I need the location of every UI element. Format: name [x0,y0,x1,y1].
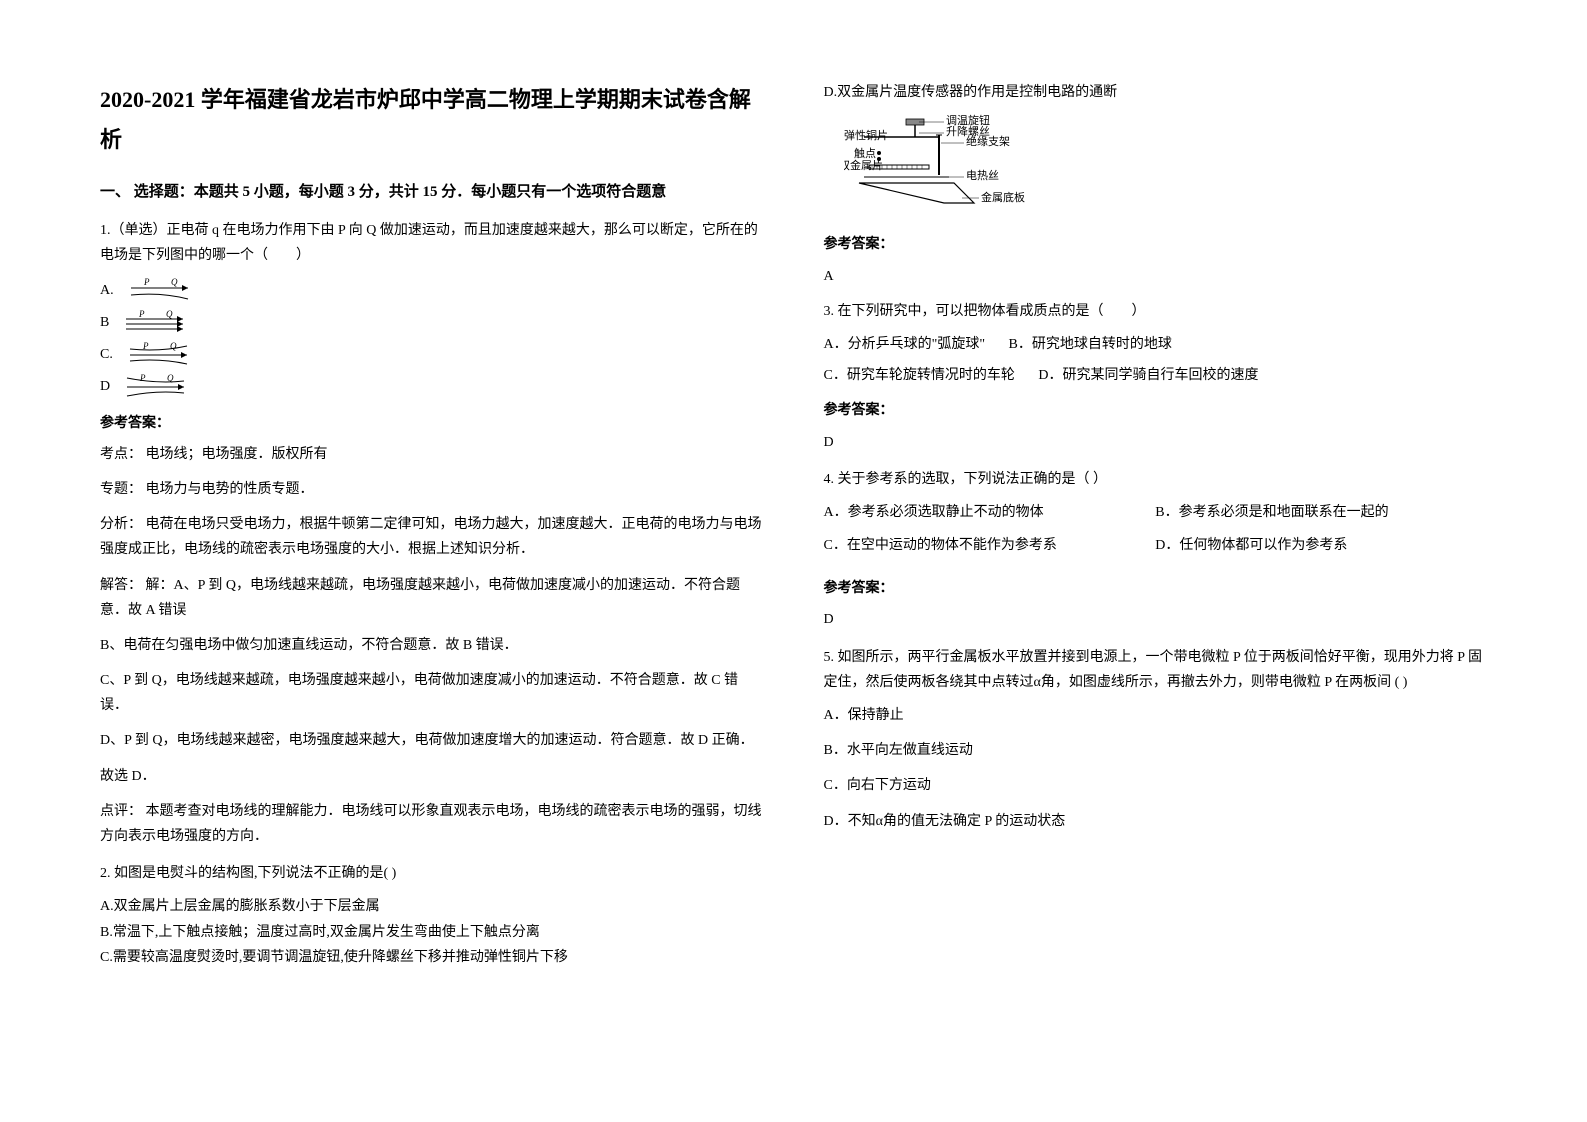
left-column: 2020-2021 学年福建省龙岩市炉邱中学高二物理上学期期末试卷含解析 一、 … [100,80,764,982]
q3-options-row2: C．研究车轮旋转情况时的车轮 D．研究某同学骑自行车回校的速度 [824,363,1488,388]
q2-answer: A [824,264,1488,289]
iron-diagram: 弹性铜片 调温旋钮 升降螺丝 绝缘支架 触点 双金属片 电热丝 金属底板 [844,113,1488,222]
q3-optC: C．研究车轮旋转情况时的车轮 [824,368,1015,383]
svg-text:Q: Q [171,277,178,287]
q1-text: 1.（单选）正电荷 q 在电场力作用下由 P 向 Q 做加速运动，而且加速度越来… [100,218,764,268]
q4-optB: B．参考系必须是和地面联系在一起的 [1155,500,1487,525]
q1-solve-label: 解答： [100,578,142,593]
q2-answer-label: 参考答案： [824,232,1488,257]
q5-optC: C．向右下方运动 [824,773,1488,798]
q5-optB: B．水平向左做直线运动 [824,738,1488,763]
q1-optC-label: C. [100,342,113,367]
field-diagram-d: P Q [122,373,192,401]
q1-special-text: 电场力与电势的性质专题． [146,482,314,497]
q4-optD: D．任何物体都可以作为参考系 [1155,533,1487,558]
q1-conclusion: 故选 D． [100,764,764,789]
q1-optD-label: D [100,374,110,399]
q1-topic: 考点： 电场线；电场强度．版权所有 [100,442,764,467]
q2-optD: D.双金属片温度传感器的作用是控制电路的通断 [824,80,1488,105]
q3-text: 3. 在下列研究中，可以把物体看成质点的是（ ） [824,299,1488,324]
q3-optA: A．分析乒乓球的"弧旋球" [824,337,986,352]
label-base: 金属底板 [981,190,1025,204]
question-4: 4. 关于参考系的选取，下列说法正确的是（ ） A．参考系必须选取静止不动的物体… [824,467,1488,633]
q1-option-a: A. P Q [100,277,764,305]
q1-solve: 解答： 解：A、P 到 Q，电场线越来越疏，电场强度越来越小，电荷做加速度减小的… [100,573,764,623]
q1-analysis-label: 分析： [100,517,142,532]
question-1: 1.（单选）正电荷 q 在电场力作用下由 P 向 Q 做加速运动，而且加速度越来… [100,218,764,849]
q2-text: 2. 如图是电熨斗的结构图,下列说法不正确的是( ) [100,861,764,886]
label-heater: 电热丝 [966,169,999,182]
label-knob: 调温旋钮 [946,113,990,127]
document-title: 2020-2021 学年福建省龙岩市炉邱中学高二物理上学期期末试卷含解析 [100,80,764,159]
q1-comment-label: 点评： [100,804,142,819]
q1-answer-label: 参考答案： [100,411,764,436]
question-2: 2. 如图是电熨斗的结构图,下列说法不正确的是( ) A.双金属片上层金属的膨胀… [100,861,764,970]
page-container: 2020-2021 学年福建省龙岩市炉邱中学高二物理上学期期末试卷含解析 一、 … [100,80,1487,982]
q3-options-row1: A．分析乒乓球的"弧旋球" B．研究地球自转时的地球 [824,332,1488,357]
q3-optB: B．研究地球自转时的地球 [1009,337,1172,352]
field-diagram-b: P Q [121,309,191,337]
q2-optB: B.常温下,上下触点接触；温度过高时,双金属片发生弯曲使上下触点分离 [100,920,764,945]
q1-solve-d: D、P 到 Q，电场线越来越密，电场强度越来越大，电荷做加速度增大的加速运动．符… [100,728,764,753]
q4-answer: D [824,607,1488,632]
q3-answer: D [824,430,1488,455]
label-bimetal: 双金属片 [844,158,883,172]
q1-topic-text: 电场线；电场强度．版权所有 [146,447,328,462]
label-contact: 触点 [854,146,876,160]
q2-optA: A.双金属片上层金属的膨胀系数小于下层金属 [100,894,764,919]
q5-text: 5. 如图所示，两平行金属板水平放置并接到电源上，一个带电微粒 P 位于两板间恰… [824,645,1488,695]
q4-optC: C．在空中运动的物体不能作为参考系 [824,533,1156,558]
q4-text: 4. 关于参考系的选取，下列说法正确的是（ ） [824,467,1488,492]
label-spring: 弹性铜片 [844,128,888,142]
q1-special-label: 专题： [100,482,142,497]
q1-solve-c: C、P 到 Q，电场线越来越疏，电场强度越来越小，电荷做加速度减小的加速运动．不… [100,668,764,718]
q2-optC: C.需要较高温度熨烫时,要调节调温旋钮,使升降螺丝下移并推动弹性铜片下移 [100,945,764,970]
q1-solve-text: 解：A、P 到 Q，电场线越来越疏，电场强度越来越小，电荷做加速度减小的加速运动… [100,578,740,618]
q3-answer-label: 参考答案： [824,398,1488,423]
question-3: 3. 在下列研究中，可以把物体看成质点的是（ ） A．分析乒乓球的"弧旋球" B… [824,299,1488,455]
q1-solve-b: B、电荷在匀强电场中做匀加速直线运动，不符合题意．故 B 错误． [100,633,764,658]
q3-optD: D．研究某同学骑自行车回校的速度 [1038,368,1258,383]
q4-optA: A．参考系必须选取静止不动的物体 [824,500,1156,525]
question-5: 5. 如图所示，两平行金属板水平放置并接到电源上，一个带电微粒 P 位于两板间恰… [824,645,1488,834]
q1-optA-label: A. [100,278,114,303]
q5-optD: D．不知α角的值无法确定 P 的运动状态 [824,809,1488,834]
q1-topic-label: 考点： [100,447,142,462]
svg-text:P: P [138,309,145,319]
q5-optA: A．保持静止 [824,703,1488,728]
field-diagram-c: P Q [125,341,195,369]
q1-option-c: C. P Q [100,341,764,369]
svg-text:Q: Q [166,309,173,319]
q1-comment: 点评： 本题考查对电场线的理解能力．电场线可以形象直观表示电场，电场线的疏密表示… [100,799,764,849]
q1-analysis: 分析： 电荷在电场只受电场力，根据牛顿第二定律可知，电场力越大，加速度越大．正电… [100,512,764,562]
field-diagram-a: P Q [126,277,196,305]
svg-text:P: P [143,277,150,287]
svg-text:P: P [139,373,146,383]
label-support: 绝缘支架 [966,134,1010,148]
svg-text:Q: Q [170,341,177,351]
section-header: 一、 选择题：本题共 5 小题，每小题 3 分，共计 15 分．每小题只有一个选… [100,179,764,206]
q4-options: A．参考系必须选取静止不动的物体 B．参考系必须是和地面联系在一起的 C．在空中… [824,500,1488,566]
q1-optB-label: B [100,310,109,335]
q1-option-d: D P Q [100,373,764,401]
q1-option-b: B P Q [100,309,764,337]
right-column: D.双金属片温度传感器的作用是控制电路的通断 [824,80,1488,982]
q1-analysis-text: 电荷在电场只受电场力，根据牛顿第二定律可知，电场力越大，加速度越大．正电荷的电场… [100,517,762,557]
q1-comment-text: 本题考查对电场线的理解能力．电场线可以形象直观表示电场，电场线的疏密表示电场的强… [100,804,762,844]
q4-answer-label: 参考答案： [824,576,1488,601]
q1-special: 专题： 电场力与电势的性质专题． [100,477,764,502]
